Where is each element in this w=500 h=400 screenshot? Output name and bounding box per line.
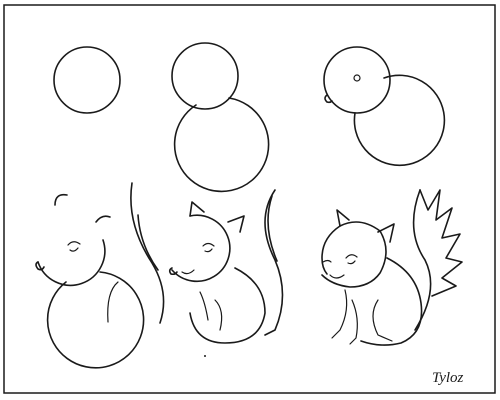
leg — [107, 281, 119, 323]
head-outline — [37, 239, 106, 287]
head-outline — [171, 214, 231, 283]
head-circle — [53, 46, 121, 114]
ear — [95, 215, 111, 223]
tail — [412, 189, 432, 331]
eye — [67, 241, 81, 252]
step-5 — [168, 189, 284, 344]
ear — [54, 193, 68, 206]
head-outline — [321, 221, 387, 288]
head-outline — [321, 225, 341, 275]
body-outline — [189, 267, 266, 344]
step-1 — [53, 46, 121, 114]
step-2 — [171, 42, 270, 193]
body-circle — [353, 74, 446, 167]
head-circle — [171, 42, 239, 110]
mouth — [181, 269, 195, 275]
nose — [168, 267, 178, 276]
head-circle — [323, 46, 391, 114]
leg — [372, 299, 393, 342]
frame — [3, 4, 496, 394]
eye — [353, 74, 361, 82]
ear — [377, 223, 395, 243]
eyes — [322, 254, 358, 265]
tail — [264, 189, 284, 336]
step-3 — [323, 46, 446, 167]
step-6 — [321, 189, 463, 346]
tail — [137, 214, 159, 271]
ear — [227, 215, 245, 233]
arms — [331, 289, 358, 345]
mouth — [329, 274, 345, 279]
body-circle — [173, 97, 270, 193]
step-4 — [35, 182, 165, 369]
ear — [189, 201, 205, 217]
speck — [204, 355, 206, 357]
ear — [336, 209, 350, 227]
tail-fur — [419, 189, 463, 297]
signature: Tyloz — [432, 370, 464, 386]
nose — [35, 261, 45, 271]
body-outline — [46, 271, 145, 369]
nose — [324, 94, 333, 104]
legs — [199, 291, 223, 331]
tail — [130, 182, 165, 324]
body-outline — [360, 257, 423, 346]
eye — [202, 242, 215, 253]
tail — [267, 195, 278, 262]
